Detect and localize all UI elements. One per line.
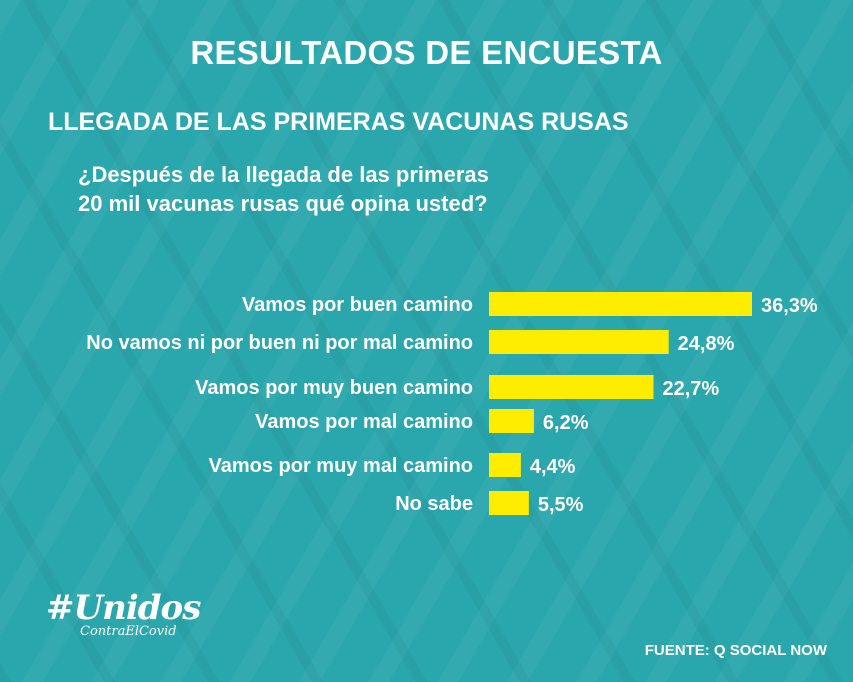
source-label: FUENTE: Q SOCIAL NOW	[644, 642, 827, 659]
value-label: 24,8%	[678, 333, 735, 355]
category-label: Vamos por buen camino	[242, 294, 473, 316]
category-label: Vamos por mal camino	[255, 411, 473, 433]
question-line-1: ¿Después de la llegada de las primeras	[78, 162, 489, 187]
bar	[489, 292, 752, 316]
logo-main-text: #Unidos	[46, 588, 201, 628]
value-label: 5,5%	[538, 494, 584, 516]
bar	[489, 375, 654, 399]
category-label: No vamos ni por buen ni por mal camino	[86, 332, 473, 354]
bar	[489, 409, 534, 433]
value-label: 36,3%	[761, 295, 818, 317]
value-label: 22,7%	[662, 378, 719, 400]
page-title: RESULTADOS DE ENCUESTA	[190, 34, 663, 71]
page-subtitle: LLEGADA DE LAS PRIMERAS VACUNAS RUSAS	[48, 108, 629, 136]
category-label: Vamos por muy mal camino	[208, 455, 473, 477]
category-label: Vamos por muy buen camino	[195, 377, 473, 399]
value-label: 4,4%	[530, 456, 576, 478]
category-label: No sabe	[395, 493, 473, 515]
question-line-2: 20 mil vacunas rusas qué opina usted?	[78, 191, 488, 216]
logo-subtext: ContraElCovid	[80, 624, 177, 639]
unidos-logo: #Unidos ContraElCovid	[46, 588, 206, 648]
value-label: 6,2%	[543, 412, 589, 434]
bar	[489, 491, 529, 515]
survey-question: ¿Después de la llegada de las primeras 2…	[78, 160, 489, 218]
bar	[489, 453, 521, 477]
bar	[489, 330, 669, 354]
